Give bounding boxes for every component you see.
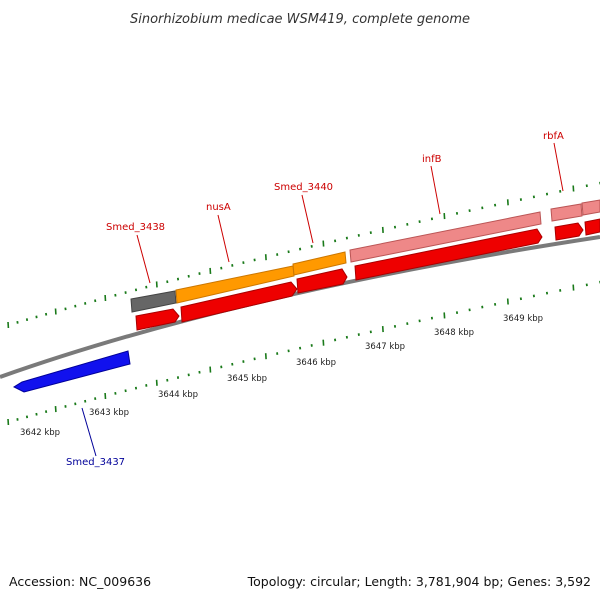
cds-smed3440-arrow[interactable] — [296, 268, 348, 294]
inner-tick-row — [7, 280, 600, 426]
accession-text: Accession: NC_009636 — [9, 574, 151, 589]
tick-label-3646: 3646 kbp — [296, 358, 336, 368]
tick-label-3645: 3645 kbp — [227, 374, 267, 384]
cds-next-arrow[interactable] — [584, 218, 600, 236]
rbfA-leader-line — [553, 142, 564, 192]
gene-label-smed3438[interactable]: Smed_3438 — [106, 222, 165, 233]
gene-label-rbfA[interactable]: rbfA — [543, 131, 564, 142]
smed3440-leader-line — [301, 194, 314, 244]
infB-leader-line — [430, 165, 441, 215]
tick-label-3643: 3643 kbp — [89, 408, 129, 418]
cds-nusA-arrow[interactable] — [180, 281, 298, 323]
map-title: Sinorhizobium medicae WSM419, complete g… — [130, 12, 470, 27]
gene-label-nusA[interactable]: nusA — [206, 202, 231, 213]
gene-nusA-feature[interactable] — [175, 265, 295, 304]
smed3437-leader-line — [81, 407, 97, 457]
smed3438-leader-line — [136, 234, 151, 284]
cds-infB-arrow[interactable] — [354, 228, 543, 281]
gene-infB-feature[interactable] — [349, 211, 542, 263]
gene-rbfA-feature[interactable] — [550, 203, 583, 222]
nusA-leader-line — [217, 214, 230, 263]
tick-label-3644: 3644 kbp — [158, 390, 198, 400]
gene-label-smed3440[interactable]: Smed_3440 — [274, 182, 333, 193]
tick-label-3647: 3647 kbp — [365, 342, 405, 352]
tick-label-3649: 3649 kbp — [503, 314, 543, 324]
gene-label-infB[interactable]: infB — [422, 154, 442, 165]
gene-smed3437-feature[interactable] — [12, 350, 131, 393]
genome-backbone — [0, 235, 600, 379]
gene-next-feature[interactable] — [581, 199, 600, 216]
cds-smed3438-arrow[interactable] — [135, 308, 180, 331]
tick-label-3648: 3648 kbp — [434, 328, 474, 338]
cds-rbfA-arrow[interactable] — [554, 222, 584, 241]
outer-tick-row — [7, 181, 600, 329]
gene-smed3440-feature[interactable] — [292, 251, 347, 276]
genome-summary-text: Topology: circular; Length: 3,781,904 bp… — [247, 574, 591, 589]
gene-smed3438-feature[interactable] — [130, 290, 177, 313]
gene-label-smed3437[interactable]: Smed_3437 — [66, 457, 125, 468]
tick-label-3642: 3642 kbp — [20, 428, 60, 438]
